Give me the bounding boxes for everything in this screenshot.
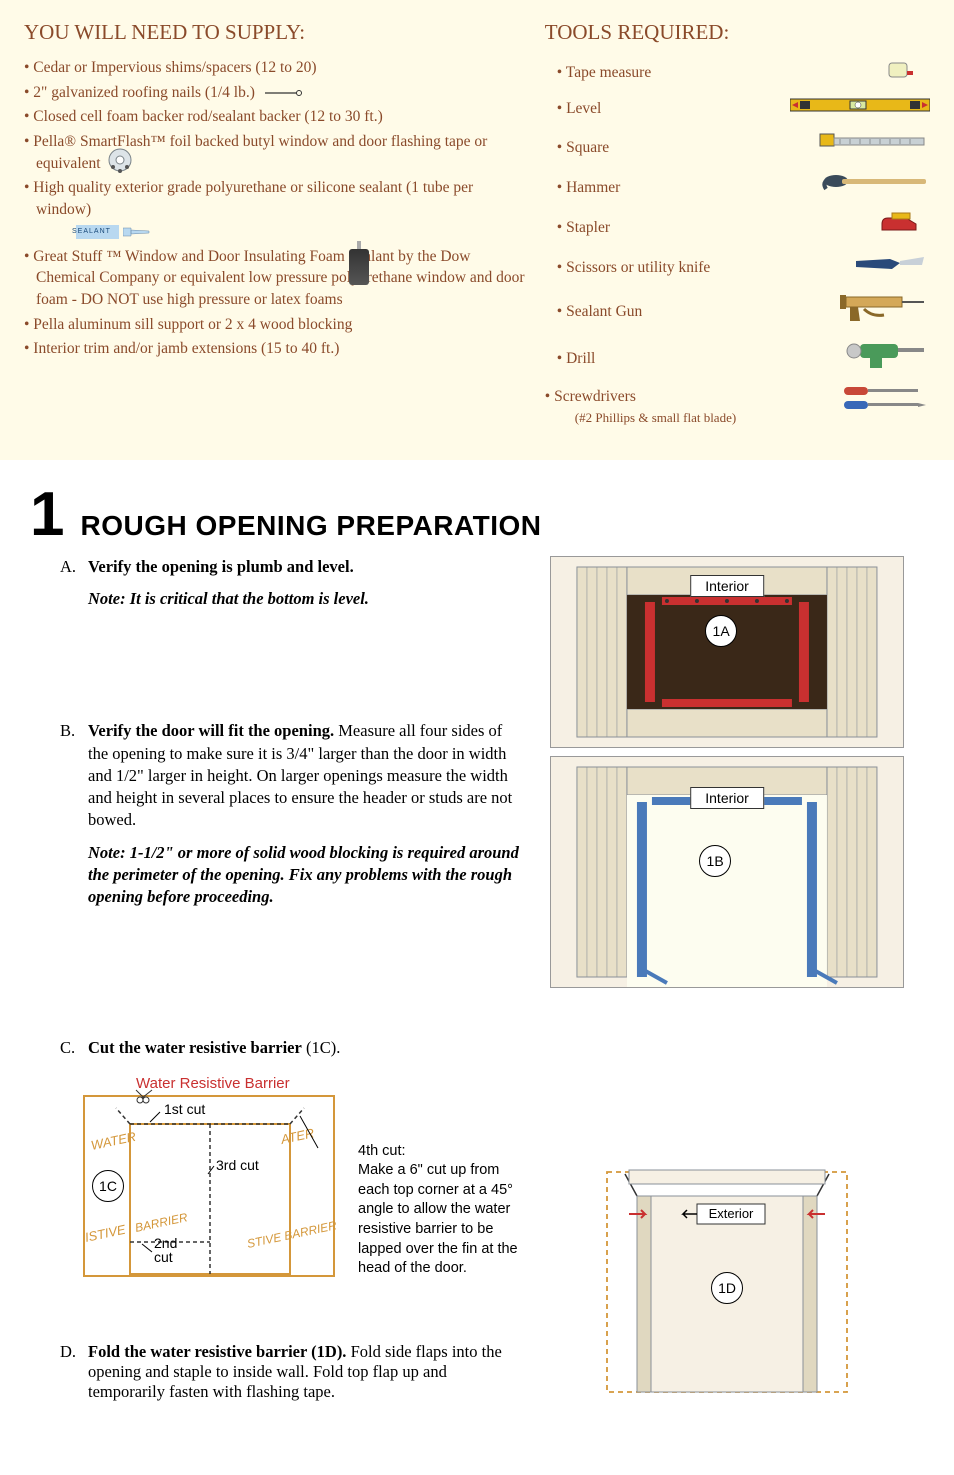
- tool-item: • Scissors or utility knife: [545, 253, 930, 282]
- supplies-tools-box: YOU WILL NEED TO SUPPLY: • Cedar or Impe…: [0, 0, 954, 460]
- step-title: ROUGH OPENING PREPARATION: [80, 510, 541, 542]
- hammer-icon: [820, 173, 930, 202]
- svg-text:3rd cut: 3rd cut: [216, 1157, 259, 1173]
- svg-text:cut: cut: [154, 1249, 173, 1265]
- tool-item: • Level: [545, 96, 930, 121]
- supply-item: • Pella aluminum sill support or 2 x 4 w…: [24, 314, 525, 336]
- tool-item: • Square: [545, 130, 930, 165]
- fig-1a-label: 1A: [705, 615, 737, 647]
- step-1c-left: C. Cut the water resistive barrier (1C).…: [60, 1038, 520, 1402]
- utility-knife-icon: [850, 253, 930, 282]
- level-icon: [790, 96, 930, 121]
- tool-item: • Drill: [545, 340, 930, 377]
- tool-item: • Screwdrivers (#2 Phillips & small flat…: [545, 385, 930, 428]
- step-1-section: 1 ROUGH OPENING PREPARATION A. Verify th…: [0, 460, 954, 1018]
- svg-text:1st cut: 1st cut: [164, 1101, 205, 1117]
- step-1d: D. Fold the water resistive barrier (1D)…: [60, 1342, 520, 1402]
- screwdriver-icon: [840, 385, 930, 420]
- step-1-figures: Interior 1A In: [550, 556, 904, 988]
- step-1a: A. Verify the opening is plumb and level…: [60, 556, 520, 611]
- sealant-gun-icon: [830, 291, 930, 332]
- sealant-tip-icon: [123, 226, 153, 238]
- supply-item: • High quality exterior grade polyuretha…: [24, 177, 525, 242]
- fig-1d-label: 1D: [711, 1272, 743, 1304]
- step-1a-note: Note: It is critical that the bottom is …: [88, 588, 369, 610]
- step-1d-figure-col: Exterior 1D: [550, 1038, 904, 1402]
- tools-title: TOOLS REQUIRED:: [545, 20, 930, 45]
- step-number: 1: [30, 490, 64, 540]
- step-1b: B. Verify the door will fit the opening.…: [60, 720, 520, 908]
- figure-1d: Exterior 1D: [587, 1152, 867, 1402]
- fig-1b-label: 1B: [699, 845, 731, 877]
- step-1c-section: C. Cut the water resistive barrier (1C).…: [0, 1018, 954, 1432]
- supplies-title: YOU WILL NEED TO SUPPLY:: [24, 20, 525, 45]
- wrb-diagram: WATER ATER ISTIVE BARRIER STIVE BARRIER …: [80, 1072, 520, 1282]
- tools-column: TOOLS REQUIRED: • Tape measure • Level •…: [545, 20, 930, 436]
- fig-1c-label: 1C: [92, 1170, 124, 1202]
- svg-text:Exterior: Exterior: [709, 1206, 754, 1221]
- supplies-list: • Cedar or Impervious shims/spacers (12 …: [24, 57, 525, 360]
- step-1c: C. Cut the water resistive barrier (1C).: [60, 1038, 520, 1058]
- tool-item: • Sealant Gun: [545, 291, 930, 332]
- figure-1a: Interior 1A: [550, 556, 904, 748]
- wrb-title: Water Resistive Barrier: [136, 1075, 290, 1092]
- step-1-text: A. Verify the opening is plumb and level…: [30, 556, 520, 988]
- foam-can-icon: [349, 249, 369, 285]
- nail-icon: [263, 88, 303, 98]
- interior-label: Interior: [690, 575, 764, 597]
- supply-item: • Interior trim and/or jamb extensions (…: [24, 338, 525, 360]
- supply-item: • Closed cell foam backer rod/sealant ba…: [24, 106, 525, 128]
- interior-label: Interior: [690, 787, 764, 809]
- tape-measure-icon: [870, 57, 930, 88]
- supply-item: • 2" galvanized roofing nails (1/4 lb.): [24, 82, 525, 104]
- sealant-tube-icon: SEALANT: [76, 225, 119, 239]
- step-1-header: 1 ROUGH OPENING PREPARATION: [30, 490, 904, 542]
- square-icon: [810, 130, 930, 165]
- supply-item: • Great Stuff ™ Window and Door Insulati…: [24, 246, 525, 311]
- tool-item: • Hammer: [545, 173, 930, 202]
- wrb-4th-cut-text: 4th cut: Make a 6" cut up from each top …: [358, 1142, 520, 1279]
- tools-list: • Tape measure • Level • Square • Hammer…: [545, 57, 930, 428]
- tool-item: • Tape measure: [545, 57, 930, 88]
- supply-item: • Cedar or Impervious shims/spacers (12 …: [24, 57, 525, 79]
- supplies-column: YOU WILL NEED TO SUPPLY: • Cedar or Impe…: [24, 20, 525, 436]
- stapler-icon: [870, 210, 930, 245]
- tape-roll-icon: [105, 145, 135, 175]
- figure-1b: Interior 1B: [550, 756, 904, 988]
- step-1-body: A. Verify the opening is plumb and level…: [30, 556, 904, 988]
- step-1b-note: Note: 1-1/2" or more of solid wood block…: [88, 842, 520, 909]
- supply-item: • Pella® SmartFlash™ foil backed butyl w…: [24, 131, 525, 174]
- tool-item: • Stapler: [545, 210, 930, 245]
- drill-icon: [840, 340, 930, 377]
